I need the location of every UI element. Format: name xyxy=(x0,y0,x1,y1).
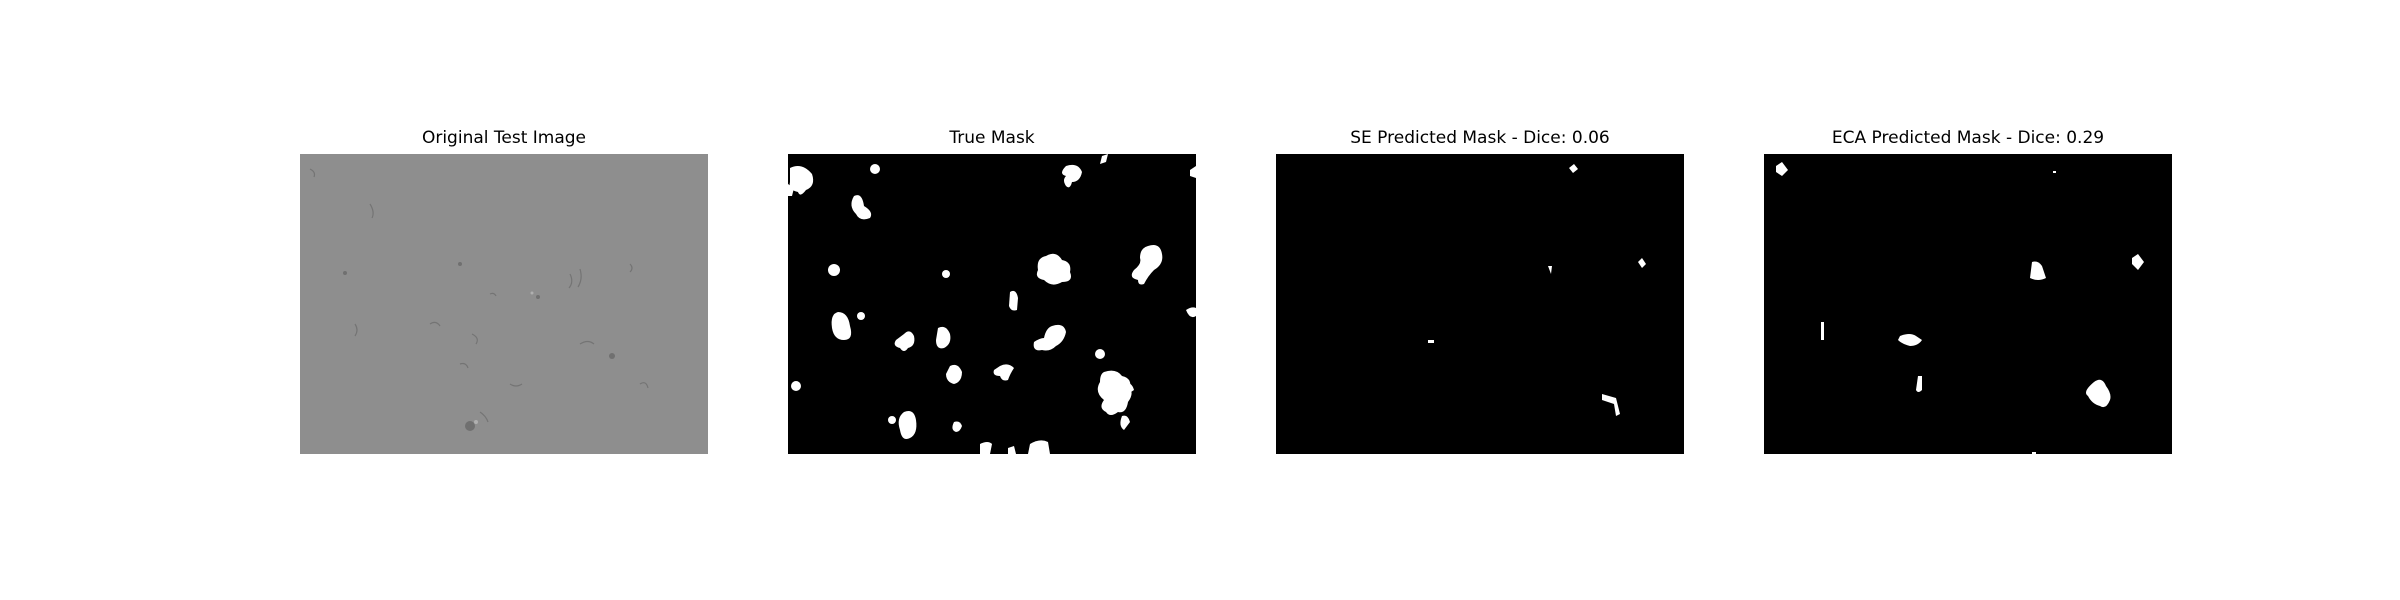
panel-title-true-mask: True Mask xyxy=(949,128,1035,148)
original-test-image xyxy=(300,154,708,454)
panel-title-eca-mask: ECA Predicted Mask - Dice: 0.29 xyxy=(1831,128,2105,148)
panel-title-se-mask: SE Predicted Mask - Dice: 0.06 xyxy=(1350,128,1610,148)
panel-title-original: Original Test Image xyxy=(421,128,587,148)
se-predicted-mask xyxy=(1276,154,1684,454)
eca-predicted-mask xyxy=(1764,154,2172,454)
true-mask xyxy=(788,154,1196,454)
